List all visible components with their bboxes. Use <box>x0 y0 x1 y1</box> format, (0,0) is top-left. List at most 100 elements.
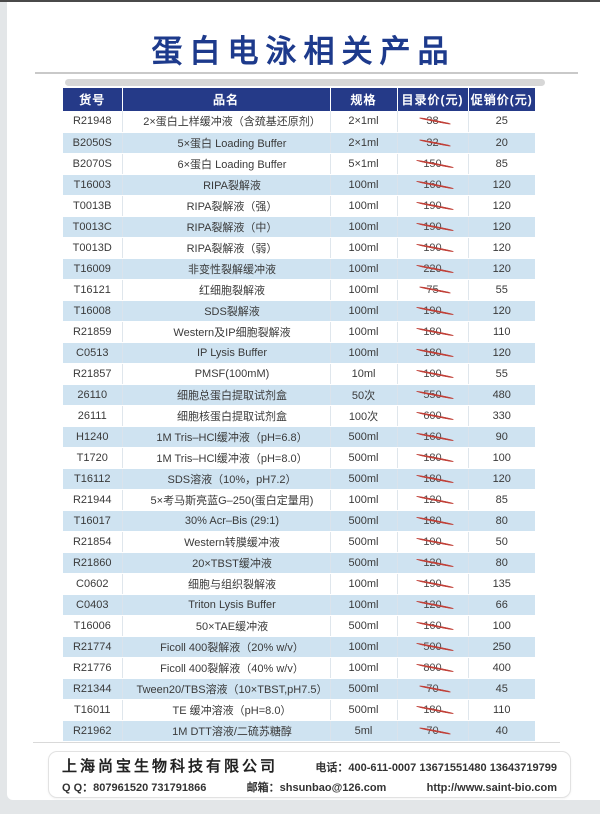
struck-list-price: 600 <box>423 409 442 422</box>
struck-list-price: 75 <box>426 283 439 296</box>
product-code-cell: R21776 <box>63 657 123 679</box>
website-url: http://www.saint-bio.com <box>426 782 557 794</box>
table-row: T16112 SDS溶液（10%，pH7.2） 500ml 180 120 <box>63 468 535 490</box>
footer-line-2: Q Q：807961520 731791866 邮箱：shsunbao@126.… <box>62 779 557 798</box>
table-row: T16003 RIPA裂解液 100ml 160 120 <box>63 174 535 196</box>
list-price-cell: 220 <box>397 258 469 280</box>
struck-list-price: 160 <box>423 178 442 191</box>
product-code-cell: 26111 <box>63 405 123 427</box>
promo-price-cell: 480 <box>468 384 535 406</box>
struck-list-price: 100 <box>423 535 442 548</box>
product-code-cell: B2070S <box>63 153 123 175</box>
struck-list-price: 160 <box>423 430 442 443</box>
product-name-cell: Western及IP细胞裂解液 <box>122 321 331 343</box>
product-name-cell: RIPA裂解液（强） <box>122 195 331 217</box>
promo-price-cell: 250 <box>468 636 535 658</box>
spec-cell: 50次 <box>330 384 398 406</box>
table-row: T1720 1M Tris–HCl缓冲液（pH=8.0） 500ml 180 100 <box>63 447 535 469</box>
product-code-cell: C0602 <box>63 573 123 595</box>
list-price-cell: 180 <box>397 699 469 721</box>
table-row: B2070S 6×蛋白 Loading Buffer 5×1ml 150 85 <box>63 153 535 175</box>
list-price-cell: 190 <box>397 195 469 217</box>
spec-cell: 100ml <box>330 216 398 238</box>
list-price-cell: 190 <box>397 216 469 238</box>
struck-list-price: 180 <box>423 451 442 464</box>
spec-cell: 100ml <box>330 342 398 364</box>
list-price-cell: 120 <box>397 594 469 616</box>
table-row: R21344 Tween20/TBS溶液（10×TBST,pH7.5） 500ml 7… <box>63 678 535 700</box>
promo-price-cell: 120 <box>468 468 535 490</box>
promo-price-cell: 90 <box>468 426 535 448</box>
spec-cell: 100ml <box>330 279 398 301</box>
spec-cell: 500ml <box>330 531 398 553</box>
product-code-cell: R21774 <box>63 636 123 658</box>
product-code-cell: T0013C <box>63 216 123 238</box>
promo-price-cell: 50 <box>468 531 535 553</box>
list-price-cell: 75 <box>397 279 469 301</box>
promo-price-cell: 80 <box>468 510 535 532</box>
struck-list-price: 180 <box>423 472 442 485</box>
product-name-cell: 2×蛋白上样缓冲液（含巯基还原剂） <box>122 111 331 133</box>
list-price-cell: 150 <box>397 153 469 175</box>
table-row: R21948 2×蛋白上样缓冲液（含巯基还原剂） 2×1ml 38 25 <box>63 111 535 133</box>
promo-price-cell: 66 <box>468 594 535 616</box>
product-name-cell: 6×蛋白 Loading Buffer <box>122 153 331 175</box>
product-code-cell: C0513 <box>63 342 123 364</box>
promo-price-cell: 120 <box>468 342 535 364</box>
product-code-cell: R21859 <box>63 321 123 343</box>
struck-list-price: 180 <box>423 514 442 527</box>
list-price-cell: 190 <box>397 300 469 322</box>
struck-list-price: 220 <box>423 262 442 275</box>
table-row: T16008 SDS裂解液 100ml 190 120 <box>63 300 535 322</box>
table-row: R21859 Western及IP细胞裂解液 100ml 180 110 <box>63 321 535 343</box>
list-price-cell: 100 <box>397 363 469 385</box>
promo-price-cell: 80 <box>468 552 535 574</box>
page-title: 蛋白电泳相关产品 <box>151 34 456 69</box>
product-code-cell: R21962 <box>63 720 123 742</box>
spec-cell: 10ml <box>330 363 398 385</box>
struck-list-price: 120 <box>423 598 442 611</box>
product-name-cell: 1M Tris–HCl缓冲液（pH=6.8） <box>122 426 331 448</box>
promo-price-cell: 330 <box>468 405 535 427</box>
column-header-name: 品名 <box>122 88 331 111</box>
promo-price-cell: 120 <box>468 195 535 217</box>
product-name-cell: PMSF(100mM) <box>122 363 331 385</box>
product-name-cell: 1M Tris–HCl缓冲液（pH=8.0） <box>122 447 331 469</box>
list-price-cell: 70 <box>397 720 469 742</box>
list-price-cell: 160 <box>397 174 469 196</box>
spec-cell: 500ml <box>330 615 398 637</box>
product-name-cell: Ficoll 400裂解液（20% w/v） <box>122 636 331 658</box>
table-row: T16009 非变性裂解缓冲液 100ml 220 120 <box>63 258 535 280</box>
spec-cell: 100ml <box>330 174 398 196</box>
spec-cell: 100ml <box>330 573 398 595</box>
struck-list-price: 32 <box>426 136 439 149</box>
spec-cell: 100ml <box>330 258 398 280</box>
list-price-cell: 160 <box>397 615 469 637</box>
product-name-cell: RIPA裂解液（弱） <box>122 237 331 259</box>
table-row: R21962 1M DTT溶液/二硫苏糖醇 5ml 70 40 <box>63 720 535 742</box>
product-code-cell: T0013D <box>63 237 123 259</box>
table-row: H1240 1M Tris–HCl缓冲液（pH=6.8） 500ml 160 90 <box>63 426 535 448</box>
struck-list-price: 500 <box>423 640 442 653</box>
list-price-cell: 550 <box>397 384 469 406</box>
promo-price-cell: 120 <box>468 174 535 196</box>
promo-price-cell: 120 <box>468 258 535 280</box>
product-code-cell: T16121 <box>63 279 123 301</box>
list-price-cell: 160 <box>397 426 469 448</box>
product-name-cell: 细胞核蛋白提取试剂盒 <box>122 405 331 427</box>
table-row: T16017 30% Acr–Bis (29:1) 500ml 180 80 <box>63 510 535 532</box>
spec-cell: 500ml <box>330 426 398 448</box>
promo-price-cell: 55 <box>468 363 535 385</box>
table-row: C0513 IP Lysis Buffer 100ml 180 120 <box>63 342 535 364</box>
table-row: T0013D RIPA裂解液（弱） 100ml 190 120 <box>63 237 535 259</box>
promo-price-cell: 45 <box>468 678 535 700</box>
list-price-cell: 190 <box>397 573 469 595</box>
spec-cell: 500ml <box>330 468 398 490</box>
promo-price-cell: 85 <box>468 153 535 175</box>
struck-list-price: 190 <box>423 304 442 317</box>
struck-list-price: 190 <box>423 199 442 212</box>
list-price-cell: 100 <box>397 531 469 553</box>
table-header: 货号 品名 规格 目录价(元) 促销价(元) <box>63 88 535 111</box>
list-price-cell: 180 <box>397 510 469 532</box>
struck-list-price: 38 <box>426 115 439 128</box>
